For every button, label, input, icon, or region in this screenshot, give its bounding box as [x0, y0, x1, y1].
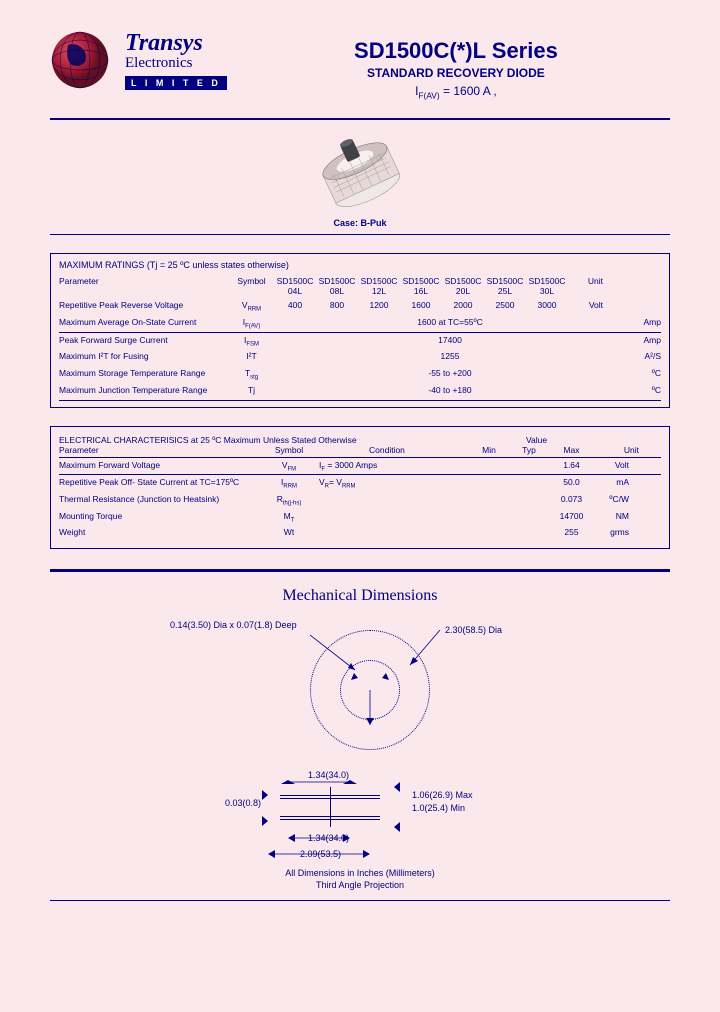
page-header: Transys Electronics L I M I T E D SD1500… [50, 30, 670, 100]
table-row: Thermal Resistance (Junction to Heatsink… [59, 492, 661, 509]
table-row: Repetitive Peak Off- State Current at TC… [59, 475, 661, 492]
table-row: Mounting Torque MT 14700 NM [59, 509, 661, 526]
heavy-divider [50, 569, 670, 572]
table-row: Maximum Forward Voltage VFM IF = 3000 Am… [59, 458, 661, 476]
table-row: Maximum Junction Temperature Range Tj -4… [59, 383, 661, 401]
brand-block: Transys Electronics L I M I T E D [125, 30, 227, 90]
product-title: SD1500C(*)L Series [242, 38, 670, 64]
brand-name: Transys [125, 30, 227, 57]
table-row: Maximum Storage Temperature Range Tstg -… [59, 366, 661, 383]
max-ratings-title: MAXIMUM RATINGS (Tj = 25 ºC unless state… [59, 260, 661, 270]
mech-title: Mechanical Dimensions [50, 587, 670, 605]
table-row: Repetitive Peak Reverse Voltage VRRM 400… [59, 298, 661, 315]
table-row: Weight Wt 255 grms [59, 525, 661, 542]
mechanical-drawing: 0.14(3.50) Dia x 0.07(1.8) Deep 2.30(58.… [50, 620, 670, 900]
electrical-table: ELECTRICAL CHARACTERISICS at 25 ºC Maxim… [50, 426, 670, 549]
case-label: Case: B-Puk [50, 218, 670, 228]
divider-thin [50, 234, 670, 235]
device-image [50, 135, 670, 213]
table-header-row: Parameter Symbol SD1500C 04L SD1500C 08L… [59, 274, 661, 298]
bottom-divider [50, 900, 670, 901]
brand-badge: L I M I T E D [125, 76, 227, 90]
brand-sub: Electronics [125, 55, 227, 72]
max-ratings-table: MAXIMUM RATINGS (Tj = 25 ºC unless state… [50, 253, 670, 407]
table-row: Maximum I²T for Fusing I²T 1255 A²/S [59, 349, 661, 366]
elec-title-row: ELECTRICAL CHARACTERISICS at 25 ºC Maxim… [59, 433, 661, 458]
title-block: SD1500C(*)L Series STANDARD RECOVERY DIO… [242, 38, 670, 100]
table-row: Maximum Average On-State Current IF(AV) … [59, 315, 661, 333]
product-subtitle: STANDARD RECOVERY DIODE [242, 66, 670, 80]
company-logo [50, 30, 110, 90]
table-row: Peak Forward Surge Current IFSM 17400 Am… [59, 333, 661, 350]
divider [50, 118, 670, 120]
rating-line: IF(AV) = 1600 A , [242, 84, 670, 100]
